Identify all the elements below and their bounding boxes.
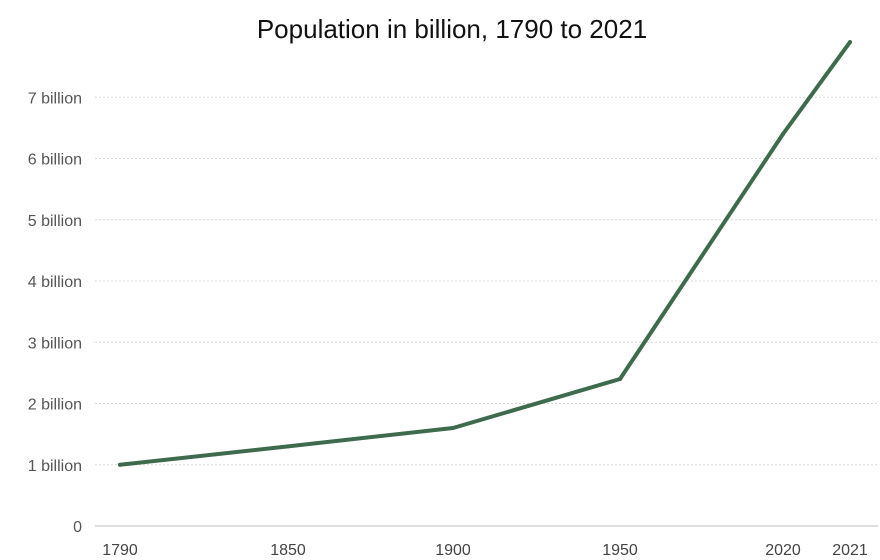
x-tick-label: 2020 <box>765 542 801 555</box>
x-tick-label: 1900 <box>435 542 471 555</box>
data-point <box>451 426 455 430</box>
y-tick-label: 7 billion <box>28 90 82 107</box>
data-point <box>286 444 290 449</box>
data-point <box>118 462 122 467</box>
x-tick-label: 1850 <box>270 542 306 555</box>
x-tick-label: 1950 <box>602 542 638 555</box>
y-tick-label: 5 billion <box>28 213 82 230</box>
gridlines <box>95 96 878 527</box>
y-tick-label: 1 billion <box>28 458 82 475</box>
x-tick-label: 2021 <box>832 542 868 555</box>
y-axis-tick-labels: 0 1 billion 2 billion 3 billion 4 billion 5 b… <box>28 90 82 536</box>
series-layer <box>118 40 852 467</box>
y-tick-label: 3 billion <box>28 335 82 352</box>
x-tick-label: 1790 <box>102 542 138 555</box>
data-point <box>781 132 785 136</box>
data-point <box>618 377 622 381</box>
x-axis-tick-labels: 1790 1850 1900 1950 2020 2021 <box>102 542 868 559</box>
y-tick-label: 4 billion <box>28 274 82 291</box>
chart-title: Population in billion, 1790 to 2021 <box>257 14 647 44</box>
y-tick-label: 0 <box>73 519 82 536</box>
data-point <box>848 40 852 45</box>
y-tick-label: 6 billion <box>28 152 82 169</box>
series-line <box>118 40 852 467</box>
y-tick-label: 2 billion <box>28 397 82 414</box>
